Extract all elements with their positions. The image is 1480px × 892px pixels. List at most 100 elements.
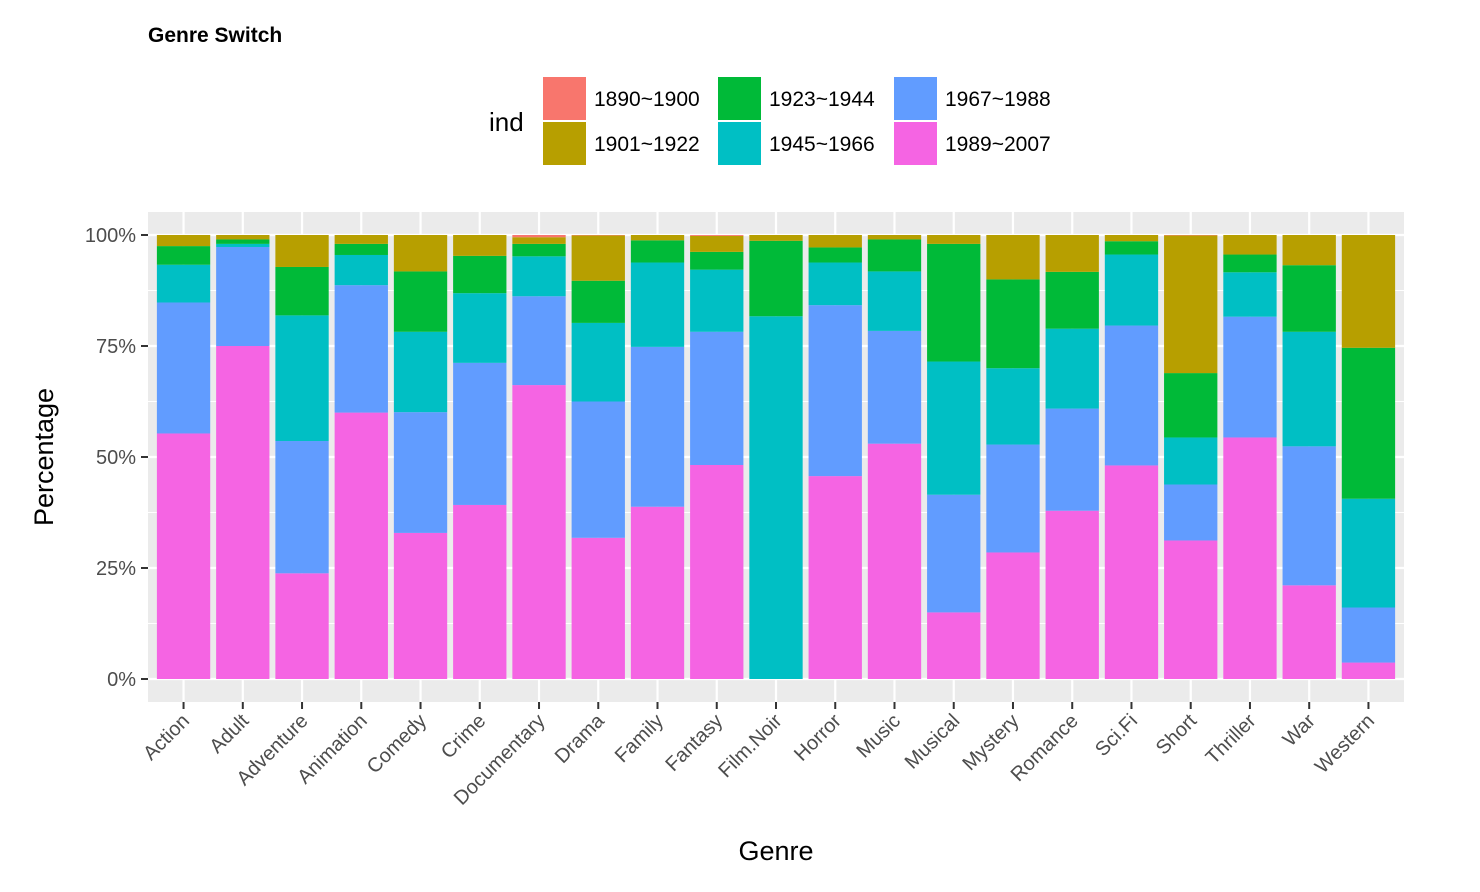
y-tick-label: 75% — [96, 336, 136, 358]
x-tick-label: Short — [1152, 710, 1202, 760]
x-tick-label: Comedy — [363, 710, 431, 778]
legend-key — [718, 122, 761, 165]
y-axis: 0% 25% 50% 75% 100% — [85, 225, 148, 691]
bar-segment-sci-fi-1923-1944 — [1104, 241, 1159, 255]
bar-segment-adventure-1989-2007 — [275, 573, 329, 679]
x-tick-label: Drama — [551, 709, 610, 768]
x-tick-label: Thriller — [1202, 710, 1261, 769]
bar-segment-documentary-1945-1966 — [512, 256, 566, 297]
legend-key — [894, 122, 937, 165]
x-tick-label: War — [1279, 710, 1320, 751]
bar-segment-music-1901-1922 — [867, 235, 922, 240]
legend-title: ind — [489, 107, 524, 137]
bar-segment-short-1923-1944 — [1164, 373, 1218, 438]
bar-segment-drama-1989-2007 — [571, 537, 625, 679]
bar-segment-romance-1967-1988 — [1045, 408, 1099, 511]
bar-segment-short-1901-1922 — [1164, 235, 1218, 374]
bar-segment-music-1967-1988 — [867, 330, 922, 444]
bar-segment-action-1945-1966 — [156, 264, 211, 303]
bar-segment-family-1901-1922 — [630, 235, 685, 241]
bar-segment-film-noir-1923-1944 — [749, 240, 803, 317]
bar-segment-family-1989-2007 — [630, 506, 685, 679]
bar-segment-mystery-1923-1944 — [986, 279, 1040, 369]
x-tick-label: Sci.Fi — [1091, 710, 1142, 761]
legend-label: 1923~1944 — [769, 88, 875, 111]
bar-segment-comedy-1989-2007 — [393, 532, 448, 679]
bar-segment-sci-fi-1945-1966 — [1104, 254, 1159, 326]
bar-segment-fantasy-1989-2007 — [690, 464, 744, 679]
bar-segment-fantasy-1901-1922 — [690, 235, 744, 252]
bar-segment-thriller-1901-1922 — [1223, 235, 1277, 255]
bar-segment-adult-1901-1922 — [216, 235, 270, 240]
bar-segment-musical-1967-1988 — [927, 494, 981, 613]
bar-segment-comedy-1945-1966 — [393, 331, 448, 413]
bar-segment-animation-1967-1988 — [334, 285, 388, 413]
bar-segment-action-1901-1922 — [156, 235, 211, 247]
bar-segment-adult-1945-1966 — [216, 243, 270, 247]
y-tick-label: 100% — [85, 225, 136, 247]
bar-segment-mystery-1989-2007 — [986, 552, 1040, 679]
x-tick-label: Family — [611, 710, 668, 767]
bar-segment-horror-1923-1944 — [808, 247, 862, 263]
bar-segment-adult-1967-1988 — [216, 246, 270, 346]
bar-segment-crime-1967-1988 — [453, 362, 507, 505]
bar-segment-crime-1989-2007 — [453, 504, 507, 679]
bar-segment-documentary-1923-1944 — [512, 243, 566, 257]
bar-segment-fantasy-1967-1988 — [690, 331, 744, 465]
legend-label: 1989~2007 — [945, 133, 1051, 156]
bar-segment-thriller-1989-2007 — [1223, 437, 1277, 679]
bar-segment-fantasy-1923-1944 — [690, 251, 744, 270]
legend-key — [543, 77, 586, 120]
bar-segment-thriller-1945-1966 — [1223, 272, 1277, 317]
bar-segment-drama-1945-1966 — [571, 322, 625, 402]
y-axis-title: Percentage — [29, 388, 59, 526]
legend-key — [543, 122, 586, 165]
bar-segment-romance-1923-1944 — [1045, 271, 1099, 329]
bar-segment-romance-1989-2007 — [1045, 510, 1099, 679]
bar-segment-war-1945-1966 — [1282, 331, 1336, 447]
bar-segment-crime-1945-1966 — [453, 293, 507, 363]
bar-segment-family-1923-1944 — [630, 240, 685, 263]
bar-segment-animation-1901-1922 — [334, 235, 388, 244]
bar-segment-film-noir-1945-1966 — [749, 316, 803, 679]
bar-segment-musical-1945-1966 — [927, 361, 981, 495]
bar-segment-family-1945-1966 — [630, 262, 685, 347]
x-tick-label: Horror — [790, 710, 846, 766]
y-tick-label: 0% — [107, 669, 136, 691]
bar-segment-sci-fi-1901-1922 — [1104, 235, 1159, 242]
bar-segment-drama-1967-1988 — [571, 401, 625, 538]
bar-segment-action-1989-2007 — [156, 433, 211, 679]
bar-segment-western-1945-1966 — [1341, 498, 1396, 608]
bar-segment-short-1945-1966 — [1164, 437, 1218, 485]
bar-segment-horror-1945-1966 — [808, 262, 862, 306]
bar-segment-horror-1989-2007 — [808, 476, 862, 679]
x-axis-title: Genre — [738, 836, 813, 866]
bars — [156, 235, 1396, 679]
bar-segment-mystery-1967-1988 — [986, 444, 1040, 553]
bar-segment-mystery-1901-1922 — [986, 235, 1040, 280]
bar-segment-comedy-1901-1922 — [393, 235, 448, 272]
bar-segment-adventure-1967-1988 — [275, 441, 329, 574]
bar-segment-short-1967-1988 — [1164, 484, 1218, 541]
bar-segment-short-1989-2007 — [1164, 540, 1218, 679]
bar-segment-musical-1989-2007 — [927, 612, 981, 679]
bar-segment-mystery-1945-1966 — [986, 368, 1040, 445]
x-tick-label: Crime — [437, 710, 490, 763]
legend-key — [894, 77, 937, 120]
y-tick-label: 50% — [96, 447, 136, 469]
bar-segment-family-1967-1988 — [630, 346, 685, 507]
legend-label: 1967~1988 — [945, 88, 1051, 111]
bar-segment-comedy-1923-1944 — [393, 271, 448, 332]
chart-title: Genre Switch — [148, 24, 282, 47]
bar-segment-western-1989-2007 — [1341, 662, 1396, 679]
bar-segment-documentary-1890-1900 — [512, 235, 566, 238]
bar-segment-music-1923-1944 — [867, 239, 922, 272]
bar-segment-crime-1923-1944 — [453, 255, 507, 294]
bar-segment-drama-1923-1944 — [571, 280, 625, 323]
x-tick-label: Adult — [206, 710, 254, 758]
bar-segment-animation-1945-1966 — [334, 254, 388, 286]
bar-segment-music-1989-2007 — [867, 443, 922, 679]
bar-segment-thriller-1967-1988 — [1223, 316, 1277, 438]
